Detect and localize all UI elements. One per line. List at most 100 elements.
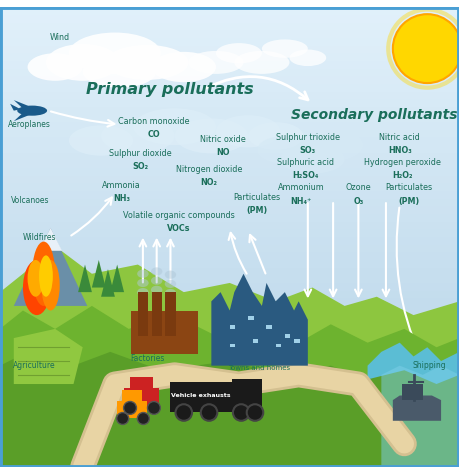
Text: CO: CO bbox=[147, 130, 160, 139]
Bar bbox=[0, 15, 459, 23]
Bar bbox=[266, 325, 272, 329]
Bar bbox=[0, 421, 459, 428]
Ellipse shape bbox=[46, 44, 119, 81]
Circle shape bbox=[147, 401, 160, 414]
Ellipse shape bbox=[137, 288, 149, 296]
Ellipse shape bbox=[27, 53, 82, 81]
Ellipse shape bbox=[188, 51, 244, 74]
Bar bbox=[0, 260, 459, 268]
Polygon shape bbox=[14, 110, 41, 121]
Polygon shape bbox=[14, 329, 82, 384]
Ellipse shape bbox=[234, 51, 290, 74]
Bar bbox=[402, 384, 423, 400]
Text: Volcanoes: Volcanoes bbox=[10, 196, 49, 205]
Bar bbox=[0, 46, 459, 53]
Bar bbox=[0, 283, 459, 291]
Text: Secondary pollutants: Secondary pollutants bbox=[291, 108, 458, 122]
Bar bbox=[165, 292, 175, 336]
Ellipse shape bbox=[27, 260, 44, 297]
Bar bbox=[0, 359, 459, 367]
Text: Particulates: Particulates bbox=[234, 192, 281, 201]
Bar bbox=[117, 401, 147, 418]
Ellipse shape bbox=[32, 242, 55, 306]
Text: NH₃: NH₃ bbox=[113, 194, 130, 203]
Text: VOCs: VOCs bbox=[167, 224, 191, 233]
Ellipse shape bbox=[174, 118, 248, 154]
Bar bbox=[0, 314, 459, 321]
Ellipse shape bbox=[41, 260, 60, 310]
Bar bbox=[152, 292, 162, 336]
Ellipse shape bbox=[101, 118, 174, 154]
Bar bbox=[0, 428, 459, 436]
Bar bbox=[0, 7, 459, 15]
Ellipse shape bbox=[216, 115, 280, 147]
Bar bbox=[0, 84, 459, 91]
Bar bbox=[0, 222, 459, 229]
Text: (PM): (PM) bbox=[246, 206, 268, 215]
Bar bbox=[0, 268, 459, 275]
Polygon shape bbox=[393, 395, 441, 421]
Bar bbox=[0, 176, 459, 183]
Polygon shape bbox=[92, 260, 106, 288]
Bar bbox=[0, 99, 459, 107]
Bar bbox=[0, 245, 459, 252]
Polygon shape bbox=[14, 228, 87, 306]
Bar bbox=[0, 451, 459, 459]
Polygon shape bbox=[14, 100, 41, 110]
Polygon shape bbox=[78, 264, 92, 292]
Ellipse shape bbox=[280, 144, 345, 173]
Bar bbox=[0, 237, 459, 245]
Polygon shape bbox=[367, 343, 459, 467]
Ellipse shape bbox=[262, 39, 308, 58]
Bar bbox=[0, 337, 459, 344]
Text: NH₄⁺: NH₄⁺ bbox=[290, 197, 311, 206]
Text: Aeroplanes: Aeroplanes bbox=[9, 120, 51, 129]
Bar bbox=[253, 339, 258, 343]
Text: Vehicle exhausts: Vehicle exhausts bbox=[171, 392, 230, 398]
Bar bbox=[0, 69, 459, 76]
Polygon shape bbox=[39, 228, 62, 251]
Bar bbox=[0, 459, 459, 467]
Text: NO₂: NO₂ bbox=[201, 178, 218, 187]
Ellipse shape bbox=[152, 52, 216, 82]
Polygon shape bbox=[101, 269, 115, 297]
Ellipse shape bbox=[290, 50, 326, 66]
Ellipse shape bbox=[151, 267, 163, 275]
Text: Agriculture: Agriculture bbox=[13, 361, 56, 370]
Polygon shape bbox=[211, 274, 308, 365]
Ellipse shape bbox=[133, 109, 216, 145]
Ellipse shape bbox=[23, 260, 51, 315]
Bar bbox=[276, 344, 281, 347]
Bar bbox=[232, 379, 262, 414]
Bar bbox=[124, 388, 158, 407]
Text: Sulphur dioxide: Sulphur dioxide bbox=[109, 149, 172, 158]
Ellipse shape bbox=[69, 125, 133, 155]
Text: Ozone: Ozone bbox=[346, 183, 371, 192]
Text: Wildfires: Wildfires bbox=[22, 233, 56, 241]
Ellipse shape bbox=[39, 255, 53, 297]
Circle shape bbox=[233, 404, 249, 421]
Text: Hydrogen peroxide: Hydrogen peroxide bbox=[364, 158, 440, 167]
Text: (PM): (PM) bbox=[398, 197, 419, 206]
Bar bbox=[248, 316, 254, 319]
Bar bbox=[0, 61, 459, 69]
Text: Shipping: Shipping bbox=[413, 361, 447, 370]
Text: HNO₃: HNO₃ bbox=[388, 146, 411, 155]
Polygon shape bbox=[382, 365, 459, 467]
Text: Particulates: Particulates bbox=[385, 183, 432, 192]
Bar bbox=[174, 390, 228, 400]
Polygon shape bbox=[10, 104, 21, 110]
Bar bbox=[0, 413, 459, 421]
Bar bbox=[0, 352, 459, 359]
Text: H₂SO₄: H₂SO₄ bbox=[292, 172, 319, 181]
Text: Sulphuric acid: Sulphuric acid bbox=[277, 158, 334, 167]
Bar bbox=[0, 53, 459, 61]
Text: Sulphur trioxide: Sulphur trioxide bbox=[276, 133, 340, 142]
Bar bbox=[0, 398, 459, 405]
Text: Towns and homes: Towns and homes bbox=[228, 365, 291, 371]
Text: Nitrogen dioxide: Nitrogen dioxide bbox=[176, 165, 242, 174]
Circle shape bbox=[137, 412, 149, 424]
Bar bbox=[0, 390, 459, 398]
Bar bbox=[0, 298, 459, 306]
Ellipse shape bbox=[299, 129, 363, 161]
